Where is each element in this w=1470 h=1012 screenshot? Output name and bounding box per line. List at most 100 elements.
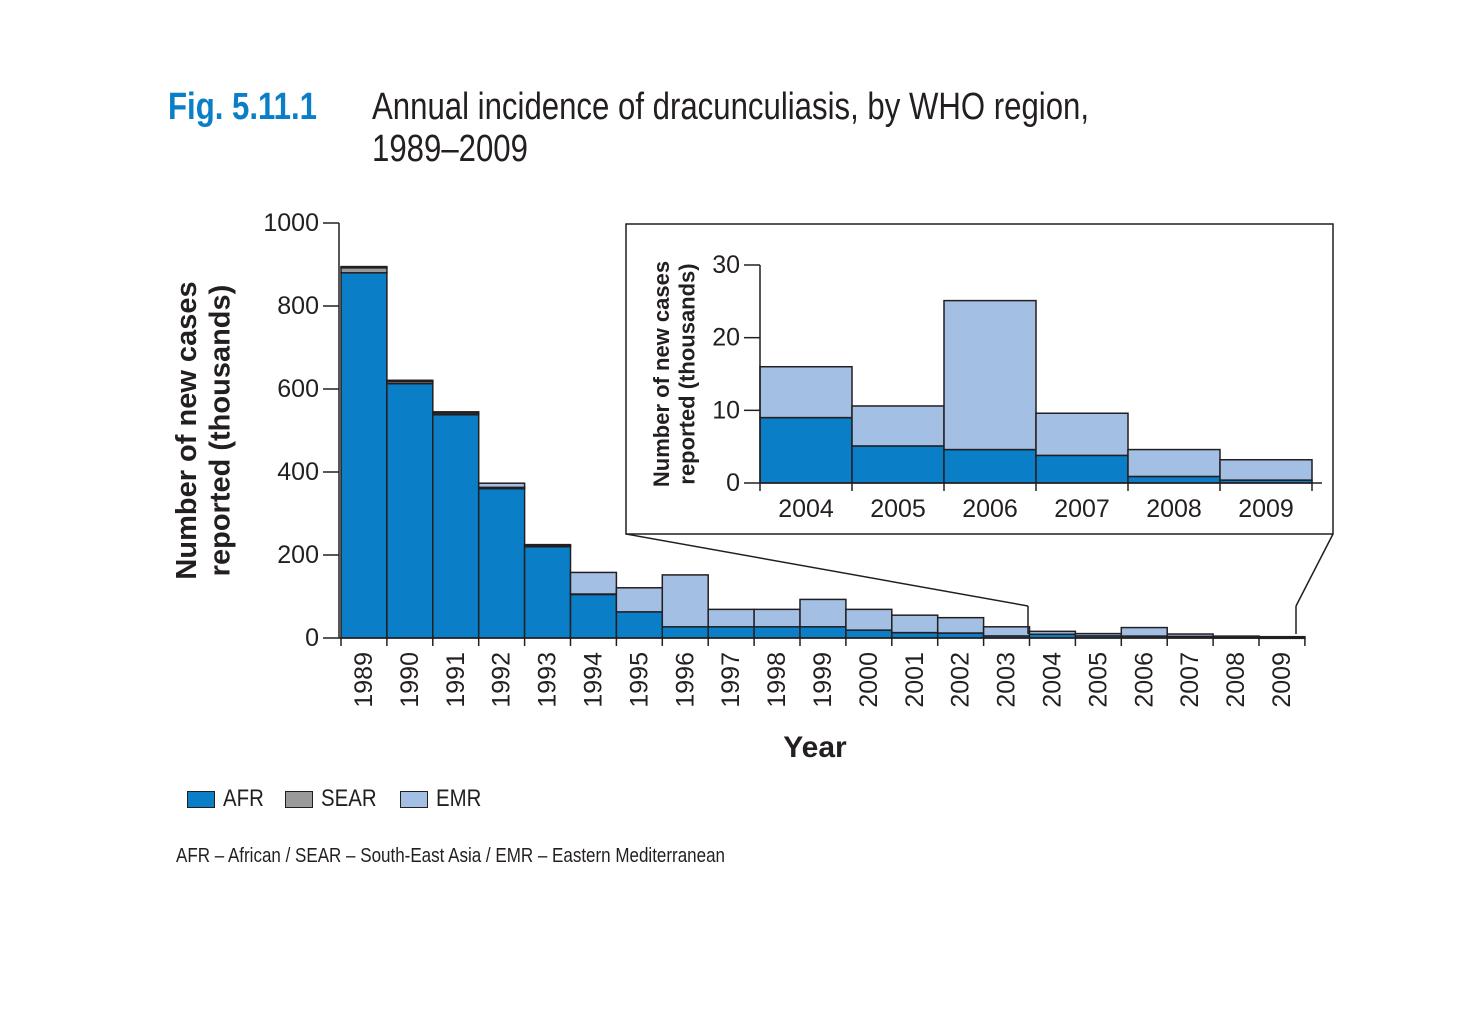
inset-y-axis-label: Number of new casesreported (thousands)	[649, 261, 699, 487]
inset-bar-afr-2007	[1035, 454, 1129, 484]
main-bar-afr-1997	[707, 626, 755, 639]
legend: AFR SEAR EMR	[187, 785, 504, 813]
legend-item-emr: EMR	[400, 785, 489, 813]
main-bar-afr-1989	[340, 272, 388, 639]
main-x-tick-label-1992: 1992	[488, 652, 516, 708]
main-bar-emr-2003	[982, 626, 1031, 637]
main-bar-afr-1991	[432, 413, 480, 639]
inset-bar-afr-2005	[851, 445, 945, 484]
inset-x-tick-label-2004: 2004	[778, 495, 834, 523]
inset-bar-emr-2005	[851, 405, 945, 447]
main-bar-afr-1995	[615, 611, 664, 639]
legend-swatch-afr	[187, 790, 215, 808]
main-bar-afr-1994	[569, 593, 618, 639]
legend-item-sear: SEAR	[285, 785, 386, 813]
main-x-tick-label-1993: 1993	[534, 652, 562, 708]
inset-x-tick-label-2008: 2008	[1146, 495, 1202, 523]
main-x-tick-label-2002: 2002	[947, 652, 975, 708]
main-x-tick-label-2007: 2007	[1176, 652, 1204, 708]
legend-label-emr: EMR	[436, 785, 482, 812]
figure-title: Annual incidence of dracunculiasis, by W…	[372, 86, 1089, 170]
main-bar-emr-2005	[1074, 632, 1123, 637]
main-bar-emr-1994	[569, 571, 618, 595]
main-bar-afr-2000	[845, 629, 893, 639]
zoom-connector-right	[1295, 533, 1334, 607]
main-x-tick-label-1998: 1998	[763, 652, 791, 708]
legend-label-afr: AFR	[223, 785, 264, 812]
inset-y-tick-label-30: 30	[712, 251, 740, 279]
main-x-tick-label-1997: 1997	[717, 652, 745, 708]
main-y-tick-label-400: 400	[277, 458, 319, 486]
main-bar-emr-1998	[753, 608, 801, 628]
main-bar-afr-1992	[477, 487, 526, 639]
figure-title-line1: Annual incidence of dracunculiasis, by W…	[372, 86, 1090, 128]
main-bar-emr-1990	[386, 379, 434, 383]
main-bar-emr-2004	[1028, 630, 1077, 636]
main-bar-emr-1997	[707, 608, 755, 628]
main-bar-emr-2006	[1120, 626, 1168, 637]
main-bar-emr-1989	[340, 265, 388, 269]
main-bar-emr-1995	[615, 587, 664, 613]
main-bar-emr-2000	[845, 608, 893, 631]
inset-y-tick-label-20: 20	[712, 324, 740, 352]
zoom-connector-left	[625, 533, 1029, 607]
main-bar-emr-1996	[661, 574, 709, 628]
main-bar-emr-1993	[523, 543, 572, 547]
main-x-tick-label-2001: 2001	[901, 652, 929, 708]
figure-label: Fig. 5.11.1	[168, 86, 317, 128]
main-x-tick-label-2009: 2009	[1268, 652, 1296, 708]
main-bar-emr-2001	[891, 614, 939, 634]
main-x-tick-label-1999: 1999	[809, 652, 837, 708]
main-x-tick-label-1990: 1990	[396, 652, 424, 708]
inset-x-tick-label-2005: 2005	[870, 495, 926, 523]
legend-swatch-sear	[285, 790, 313, 808]
main-x-tick-label-1996: 1996	[671, 652, 699, 708]
main-bar-afr-1990	[386, 382, 434, 639]
main-bar-emr-2007	[1166, 633, 1214, 638]
footnote: AFR – African / SEAR – South-East Asia /…	[176, 845, 725, 867]
inset-bar-afr-2008	[1127, 475, 1221, 484]
inset-y-tick-label-0: 0	[726, 469, 740, 497]
inset-x-tick-label-2009: 2009	[1238, 495, 1294, 523]
main-bar-emr-1992	[477, 482, 526, 489]
main-bar-afr-1996	[661, 626, 709, 639]
main-bar-emr-1991	[432, 411, 480, 414]
main-x-tick-label-2005: 2005	[1084, 652, 1112, 708]
main-y-tick-label-800: 800	[277, 292, 319, 320]
main-x-tick-label-2004: 2004	[1038, 652, 1066, 708]
main-x-tick-label-1991: 1991	[442, 652, 470, 708]
main-bar-afr-1999	[799, 626, 847, 639]
inset-x-tick-label-2007: 2007	[1054, 495, 1110, 523]
inset-bar-emr-2004	[759, 365, 853, 419]
main-bar-afr-1998	[753, 626, 801, 639]
inset-bar-emr-2009	[1219, 458, 1313, 481]
main-x-tick-label-2003: 2003	[993, 652, 1021, 708]
inset-bar-emr-2007	[1035, 412, 1129, 457]
main-y-tick-label-600: 600	[277, 375, 319, 403]
inset-bar-afr-2006	[943, 448, 1037, 484]
main-bar-afr-2001	[891, 631, 939, 639]
legend-swatch-emr	[400, 790, 429, 808]
main-x-axis-label: Year	[783, 731, 847, 764]
inset-x-tick-label-2006: 2006	[962, 495, 1018, 523]
inset-bar-emr-2006	[943, 299, 1037, 451]
main-bar-emr-2002	[936, 616, 985, 634]
main-y-tick-label-1000: 1000	[263, 209, 319, 237]
inset-bar-emr-2008	[1127, 448, 1221, 478]
main-x-tick-label-2000: 2000	[855, 652, 883, 708]
main-x-tick-label-1989: 1989	[350, 652, 378, 708]
legend-item-afr: AFR	[187, 785, 271, 813]
legend-label-sear: SEAR	[321, 785, 377, 812]
main-y-axis-label: Number of new casesreported (thousands)	[171, 281, 236, 579]
inset-bar-afr-2004	[759, 416, 853, 484]
main-x-tick-label-1995: 1995	[625, 652, 653, 708]
main-x-tick-label-2006: 2006	[1130, 652, 1158, 708]
main-y-tick-label-200: 200	[277, 541, 319, 569]
main-bar-afr-1993	[523, 545, 572, 639]
main-x-tick-label-2008: 2008	[1222, 652, 1250, 708]
main-bar-emr-1999	[799, 598, 847, 628]
figure-title-line2: 1989–2009	[372, 128, 528, 170]
main-y-tick-label-0: 0	[305, 624, 319, 652]
inset-y-tick-label-10: 10	[712, 396, 740, 424]
